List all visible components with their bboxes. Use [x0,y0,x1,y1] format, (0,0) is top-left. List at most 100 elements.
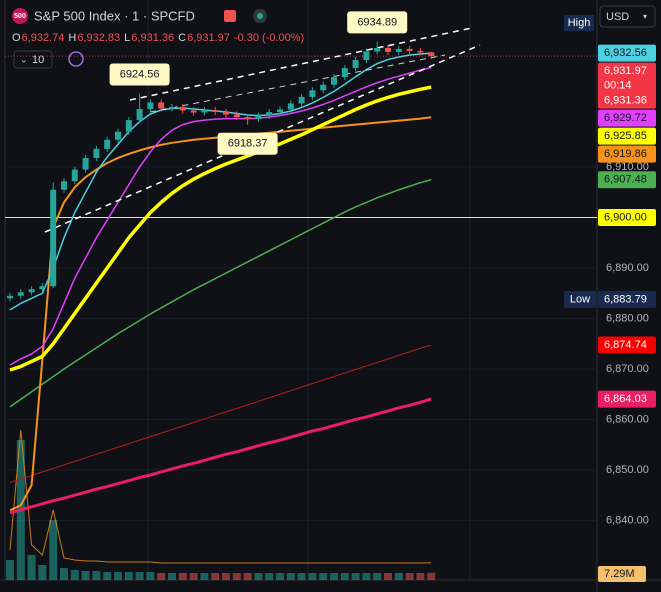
volume-bar [222,573,230,580]
flag-icon[interactable] [224,10,236,22]
volume-bar [243,573,252,580]
volume-bar [276,573,284,580]
volume-bar [405,573,414,580]
ohlc-key: O [12,32,21,44]
ohlc-value: 6,931.97 [187,32,230,44]
candle-body [61,181,67,190]
callout-box [109,63,170,86]
ohlc-key: L [124,32,130,44]
candle-body [147,102,154,109]
ma-line [9,66,432,366]
ohlc-legend: O 6,932.74 H 6,932.83 L 6,931.36 C 6,931.97 -0.3… [12,32,304,44]
candles [7,41,435,302]
volume-bar [146,572,155,580]
candle-body [28,289,35,293]
callouts: 6924.56 6918.37 6934.89 [109,11,408,155]
price-tag-label: 6,883.79 [604,293,647,305]
volume-bar [297,573,306,580]
candle-body [125,120,132,132]
candle-body [266,112,273,116]
y-tick-label: 6,880.00 [606,312,649,324]
candle-body [352,60,359,69]
candle-body [417,50,424,53]
y-tick-label: 6,870.00 [606,363,649,375]
price-tag-label: 6,919.86 [604,148,647,160]
candle-body [331,77,337,85]
candle-body [136,108,143,121]
volume-bar [135,572,144,580]
high-tag [564,15,594,31]
candle-body [244,117,251,120]
candle-body [406,48,413,51]
ohlc-value: 6,931.36 [131,32,174,44]
volume-bar [254,573,263,580]
candle-body [341,68,348,78]
price-tag [598,290,656,308]
price-tag-label: 6,932.56 [604,47,647,59]
volume-bar [124,572,133,580]
ma-line [9,397,432,515]
price-tag-label: 6,864.03 [604,393,647,405]
volume-bar [103,572,112,580]
volume-bar [384,573,392,580]
candle-body [104,139,111,149]
currency-button[interactable] [599,5,656,28]
volume-bar [49,520,58,580]
volume-bar [70,570,79,580]
volume-bar [427,572,436,580]
bar-low-label: 6,931.36 [604,95,647,107]
countdown: 00:14 [604,80,632,92]
candle-body [82,157,89,170]
candle-body [212,110,219,113]
volume-bar [373,573,382,580]
candle-body [320,84,327,91]
volume-bar [27,555,36,580]
candle-body [385,47,391,52]
price-tag [598,127,656,145]
price-axis: 6,840.00 6,850.00 6,860.00 6,870.00 6,880.00… [564,44,656,582]
y-tick-label: 6,850.00 [606,464,649,476]
volume-bar [211,573,220,580]
candle-body [298,96,305,104]
candle-body [201,110,208,113]
y-tick-label: 6,840.00 [606,514,649,526]
price-tag-label: 6,874.74 [604,339,647,351]
volume-bar [351,573,360,580]
price-tag-label: 6,931.97 [604,65,647,77]
ma-line [9,52,432,311]
ohlc-key: H [68,32,76,44]
high-label: High [568,17,591,29]
status-dot [257,13,263,19]
candle-body [363,51,370,61]
volume-bar [232,573,241,580]
low-label: Low [570,293,590,305]
volume-bar [308,573,317,580]
price-tag-label: 6,907.48 [604,174,647,186]
chevron: ⌄ [20,54,28,64]
trend-line [129,27,473,101]
currency: USD [606,11,629,23]
candle-body [158,102,165,109]
candle-body [374,47,381,52]
indicator-toggle[interactable] [13,50,53,69]
change: -0.30 (-0.00%) [234,32,304,44]
y-tick-label: 6,860.00 [606,413,649,425]
volume-bar [416,573,425,580]
candle-body [233,114,240,118]
logo [12,8,28,24]
volume-bar [319,573,328,580]
volume-bar [6,560,14,580]
price-tag [598,209,656,227]
volume-bar [362,573,371,580]
ma-line [9,85,432,372]
candle-body [223,112,229,115]
low-tag [564,290,596,308]
volume-tag [598,566,646,582]
y-tick-label: 6,910.00 [606,161,649,173]
grid [5,166,597,521]
candle-body [190,110,197,113]
settings-icon[interactable] [68,51,84,67]
candle-body [115,131,121,140]
candle-body [179,106,186,111]
volume-ma [9,429,432,564]
